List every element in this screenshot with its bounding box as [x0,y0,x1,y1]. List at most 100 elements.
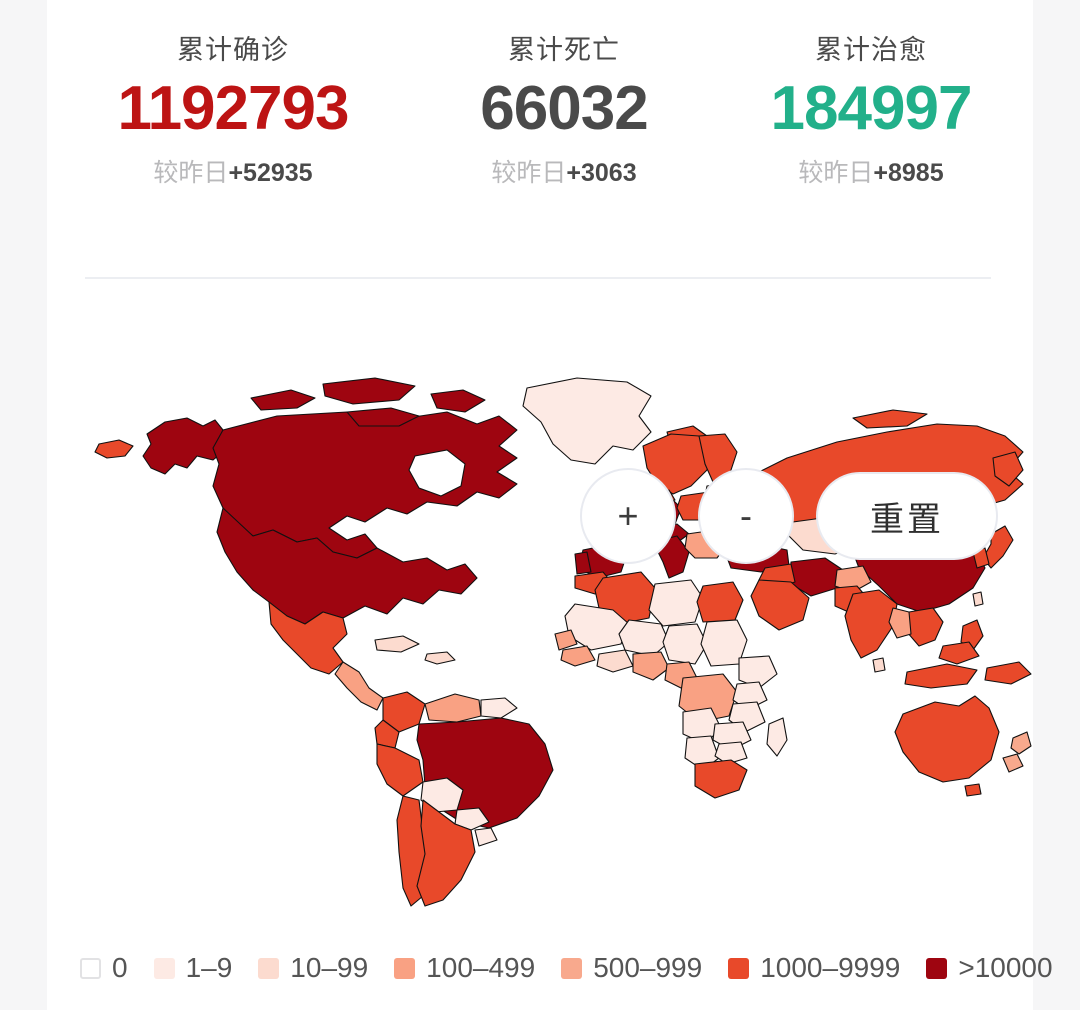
stat-recovered: 累计治愈 184997 较昨日+8985 [709,34,1033,188]
legend-item-5[interactable]: 1000–9999 [728,952,900,984]
region-new-zealand[interactable] [1010,731,1032,755]
world-map[interactable] [47,372,1033,944]
region-canada-arctic-1[interactable] [250,389,316,411]
summary-stats: 累计确诊 1192793 较昨日+52935 累计死亡 66032 较昨日+30… [47,34,1033,188]
region-new-zealand-south[interactable] [1002,753,1024,773]
region-venezuela[interactable] [424,693,482,723]
hudson-bay [408,449,466,497]
stat-confirmed-delta-value: +52935 [228,158,313,187]
region-southeast-asia[interactable] [906,607,944,647]
stat-deaths-label: 累计死亡 [508,35,620,65]
legend-swatch-5-icon [728,957,750,979]
legend-item-6[interactable]: >10000 [926,952,1053,984]
region-nigeria[interactable] [632,651,670,681]
region-borneo[interactable] [938,641,980,665]
region-sri-lanka[interactable] [872,657,886,673]
stat-recovered-delta-value: +8985 [873,158,944,187]
legend-label-5: 1000–9999 [760,952,901,983]
region-argentina[interactable] [416,799,476,907]
map-controls: + - 重置 [580,468,998,564]
region-paraguay[interactable] [454,807,490,831]
region-alaska[interactable] [142,417,226,475]
region-ethiopia[interactable] [738,655,778,689]
stat-confirmed-delta-label: 较昨日 [153,158,229,187]
legend-swatch-6-icon [926,957,948,979]
world-map-svg[interactable] [47,372,1033,944]
stat-deaths-delta: 较昨日+3063 [419,158,709,188]
legend-label-0: 0 [112,952,128,983]
legend-item-0[interactable]: 0 [80,952,128,984]
stat-recovered-delta: 较昨日+8985 [709,158,1033,188]
legend-swatch-0-icon [80,957,101,979]
region-kamchatka[interactable] [992,451,1024,487]
stat-deaths-value: 66032 [480,74,648,144]
stat-recovered-value: 184997 [770,74,973,144]
region-libya[interactable] [648,579,704,627]
section-divider [85,277,991,279]
region-united-states[interactable] [216,507,478,625]
region-tasmania[interactable] [964,783,982,797]
region-guinea[interactable] [560,645,596,667]
stat-confirmed-label: 累计确诊 [177,35,289,65]
region-uruguay[interactable] [474,827,498,847]
region-greenland[interactable] [522,377,652,465]
region-saudi-arabia[interactable] [750,579,810,631]
stat-deaths-delta-label: 较昨日 [491,158,567,187]
stat-recovered-label: 累计治愈 [815,35,927,65]
stat-recovered-delta-label: 较昨日 [798,158,874,187]
legend-swatch-2-icon [258,957,280,979]
legend-item-3[interactable]: 100–499 [394,952,535,984]
region-cuba[interactable] [374,635,420,653]
region-peru[interactable] [376,743,424,797]
legend-label-6: >10000 [958,952,1053,983]
legend-swatch-1-icon [153,957,175,979]
region-afghanistan[interactable] [834,565,872,593]
stat-deaths: 累计死亡 66032 较昨日+3063 [419,34,709,188]
region-taiwan[interactable] [972,591,984,607]
region-aleutians[interactable] [94,439,134,459]
stat-confirmed-delta: 较昨日+52935 [47,158,419,188]
region-canada-arctic-3[interactable] [346,407,420,427]
region-niger[interactable] [618,619,670,657]
legend-label-4: 500–999 [593,952,703,983]
region-canada-arctic-4[interactable] [430,389,486,413]
reset-button[interactable]: 重置 [816,472,998,560]
legend-label-1: 1–9 [185,952,233,983]
stat-deaths-delta-value: +3063 [566,158,637,187]
zoom-out-button[interactable]: - [698,468,794,564]
dashboard-card: 累计确诊 1192793 较昨日+52935 累计死亡 66032 较昨日+30… [47,0,1053,1010]
region-siberia-north[interactable] [852,409,928,429]
region-egypt[interactable] [696,581,744,623]
stat-confirmed-value: 1192793 [117,74,350,144]
legend-item-4[interactable]: 500–999 [561,952,702,984]
legend-item-2[interactable]: 10–99 [258,952,368,984]
region-canada-arctic-2[interactable] [322,377,416,405]
legend-swatch-4-icon [561,957,583,979]
region-indonesia[interactable] [904,663,978,689]
region-senegal[interactable] [554,629,578,651]
legend-label-3: 100–499 [426,952,536,983]
legend-label-2: 10–99 [290,952,369,983]
region-india[interactable] [844,589,898,659]
region-new-guinea[interactable] [984,661,1032,685]
region-mali[interactable] [564,603,630,651]
region-madagascar[interactable] [766,717,788,757]
legend-item-1[interactable]: 1–9 [153,952,233,984]
region-zimbabwe[interactable] [714,741,748,765]
region-japan[interactable] [982,525,1014,569]
region-guyanas[interactable] [480,697,518,719]
region-hispaniola[interactable] [424,651,456,665]
region-mexico[interactable] [268,601,348,675]
region-south-africa[interactable] [694,759,748,799]
legend-swatch-3-icon [394,957,416,979]
region-portugal[interactable] [574,551,592,575]
region-myanmar[interactable] [888,607,912,639]
map-legend: 0 1–9 10–99 100–499 500–999 1000–9999 [80,952,1053,984]
region-chad[interactable] [662,623,708,665]
zoom-in-button[interactable]: + [580,468,676,564]
region-central-america[interactable] [334,661,384,711]
region-australia[interactable] [894,695,1000,783]
stat-confirmed: 累计确诊 1192793 较昨日+52935 [47,34,419,188]
region-ghana[interactable] [596,649,634,673]
